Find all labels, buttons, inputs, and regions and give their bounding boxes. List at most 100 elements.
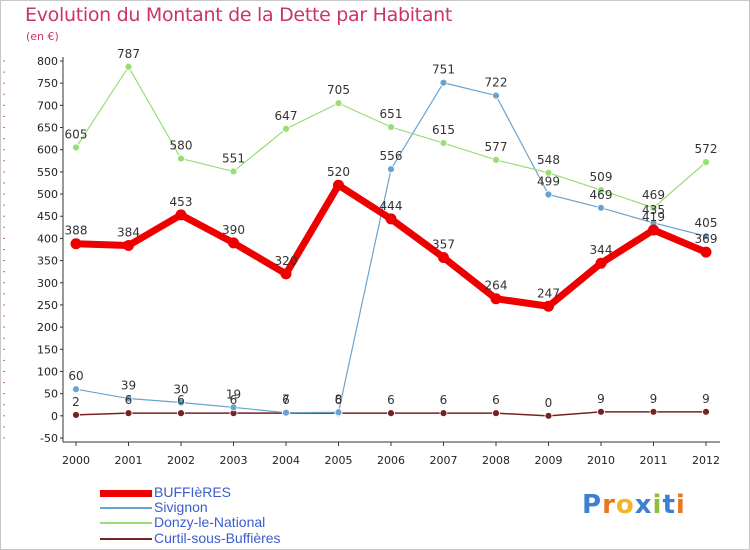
data-point-curtil	[544, 411, 553, 420]
y-tick-label: 450	[37, 210, 58, 223]
chart-title: Evolution du Montant de la Dette par Hab…	[25, 4, 453, 26]
y-tick-label: 150	[37, 343, 58, 356]
data-label-buffieres: 419	[642, 210, 665, 224]
logo-letter: i	[675, 490, 686, 520]
data-point-donzy	[439, 139, 448, 147]
data-label-buffieres: 320	[275, 254, 298, 268]
legend-swatch-sivignon	[100, 507, 152, 510]
legend-label-sivignon: Sivignon	[154, 499, 208, 515]
x-tick-label: 2005	[325, 454, 353, 467]
y-tick-label: 200	[37, 321, 58, 334]
data-point-curtil	[702, 407, 710, 416]
data-label-sivignon: 8	[335, 392, 343, 406]
axes: -500501001502002503003504004505005506006…	[3, 55, 720, 467]
data-label-donzy: 469	[642, 188, 665, 202]
data-point-donzy	[334, 99, 343, 108]
y-tick-label: 500	[37, 188, 58, 201]
data-point-donzy	[72, 143, 80, 152]
y-tick-label: 550	[37, 166, 58, 179]
legend-item-sivignon: Sivignon	[100, 499, 208, 515]
x-tick-label: 2012	[692, 454, 720, 467]
data-point-curtil	[597, 407, 605, 416]
logo-letter: x	[634, 490, 653, 520]
y-tick-label: 400	[37, 232, 58, 245]
data-point-buffieres	[595, 257, 607, 269]
x-tick-label: 2002	[167, 454, 195, 467]
data-label-buffieres: 264	[485, 279, 508, 293]
data-point-donzy	[229, 167, 238, 176]
data-label-donzy: 548	[537, 153, 560, 167]
data-label-curtil: 9	[650, 392, 658, 406]
data-point-buffieres	[333, 179, 344, 191]
data-label-sivignon: 405	[695, 216, 718, 230]
data-label-curtil: 6	[335, 393, 343, 407]
data-point-curtil	[492, 409, 500, 418]
data-label-curtil: 6	[282, 393, 290, 407]
data-label-sivignon: 39	[121, 379, 136, 393]
data-point-curtil	[72, 411, 80, 419]
data-point-buffieres	[228, 237, 239, 249]
y-tick-label: 800	[37, 55, 58, 68]
legend-label-donzy: Donzy-le-National	[154, 514, 266, 530]
data-point-sivignon	[72, 385, 80, 394]
data-point-curtil	[387, 409, 395, 418]
y-tick-label: 600	[37, 144, 58, 157]
data-label-buffieres: 390	[222, 223, 245, 237]
data-point-donzy	[124, 62, 133, 71]
data-point-sivignon	[334, 408, 343, 417]
data-label-buffieres: 384	[117, 226, 140, 240]
series-line-donzy	[75, 66, 707, 209]
data-label-curtil: 6	[230, 393, 238, 407]
y-tick-label: 0	[51, 410, 58, 423]
legend-item-curtil: Curtil-sous-Buffières	[100, 530, 281, 546]
data-point-donzy	[544, 168, 553, 177]
data-label-sivignon: 7	[282, 393, 290, 407]
data-label-buffieres: 247	[537, 286, 560, 300]
data-label-curtil: 6	[177, 393, 185, 407]
legend-label-buffieres: BUFFIèRES	[154, 484, 232, 500]
data-label-curtil: 9	[702, 392, 710, 406]
data-label-buffieres: 520	[327, 165, 350, 179]
data-point-sivignon	[492, 91, 500, 100]
data-label-buffieres: 453	[170, 195, 193, 209]
data-point-buffieres	[543, 300, 554, 312]
legend-item-donzy: Donzy-le-National	[100, 514, 265, 530]
data-point-buffieres	[175, 209, 187, 221]
data-label-sivignon: 751	[432, 63, 455, 77]
data-label-donzy: 551	[222, 151, 245, 165]
data-label-donzy: 509	[590, 170, 613, 184]
data-label-curtil: 9	[597, 392, 605, 406]
data-point-buffieres	[70, 238, 82, 250]
data-label-curtil: 0	[545, 396, 553, 410]
data-point-sivignon	[439, 78, 448, 87]
legend-label-curtil: Curtil-sous-Buffières	[154, 530, 281, 546]
x-tick-label: 2011	[640, 454, 668, 467]
x-tick-label: 2008	[482, 454, 510, 467]
data-label-sivignon: 30	[173, 383, 188, 397]
data-point-sivignon	[702, 232, 710, 241]
data-point-curtil	[124, 409, 133, 418]
data-point-sivignon	[177, 398, 185, 407]
data-label-donzy: 787	[117, 47, 140, 61]
data-point-donzy	[492, 156, 500, 164]
legend-item-buffieres: BUFFIèRES	[100, 484, 231, 500]
data-label-donzy: 580	[170, 139, 193, 153]
logo-letter: P	[582, 490, 603, 520]
data-label-buffieres: 369	[695, 232, 718, 246]
data-point-buffieres	[490, 293, 502, 305]
data-label-donzy: 605	[65, 127, 88, 141]
data-label-curtil: 6	[440, 393, 448, 407]
data-point-curtil	[439, 409, 448, 418]
data-label-donzy: 705	[327, 83, 350, 97]
data-label-buffieres: 344	[590, 243, 613, 257]
data-label-sivignon: 19	[226, 387, 241, 401]
data-point-sivignon	[387, 165, 395, 174]
y-tick-label: 700	[37, 99, 58, 112]
data-point-donzy	[387, 123, 395, 131]
data-label-donzy: 577	[485, 140, 508, 154]
data-point-curtil	[177, 409, 185, 418]
legend-swatch-donzy	[100, 522, 152, 525]
data-label-buffieres: 444	[380, 199, 403, 213]
